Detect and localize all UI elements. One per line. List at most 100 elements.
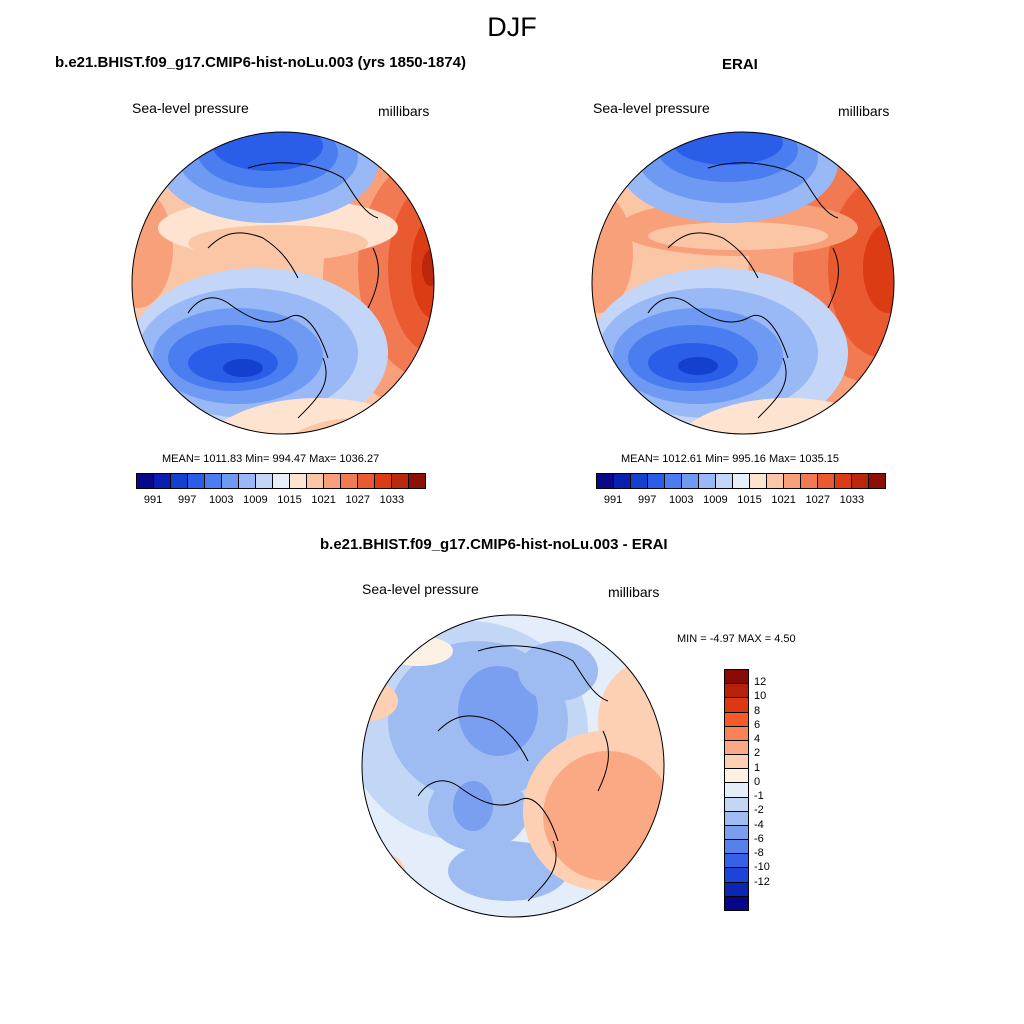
colorbar-swatch: [725, 825, 748, 841]
colorbar-tick-label: 2: [754, 747, 761, 760]
panel-2-colorbar: [596, 473, 886, 489]
colorbar-swatch: [137, 474, 154, 488]
colorbar-tick-label: 1009: [703, 494, 728, 506]
colorbar-swatch: [869, 474, 885, 488]
colorbar-swatch: [648, 474, 665, 488]
colorbar-swatch: [784, 474, 801, 488]
colorbar-swatch: [852, 474, 869, 488]
colorbar-swatch: [725, 882, 748, 897]
colorbar-swatch: [725, 783, 748, 798]
colorbar-swatch: [725, 755, 748, 770]
colorbar-tick-label: 991: [603, 494, 623, 506]
panel-1-variable-label: Sea-level pressure: [132, 100, 249, 116]
colorbar-tick-label: 6: [754, 718, 761, 731]
colorbar-tick-label: 10: [754, 690, 767, 703]
panel-2-polar-map: [591, 131, 895, 435]
figure-title: DJF: [487, 12, 537, 42]
colorbar-swatch: [409, 474, 425, 488]
colorbar-swatch: [682, 474, 699, 488]
panel-3-variable-label: Sea-level pressure: [362, 581, 479, 597]
panel-3-colorbar-labels: 12 10 8 6 4 2 1 0 -1 -2 -4 -6 -8 -10 -12: [754, 669, 794, 911]
colorbar-tick-label: -10: [754, 861, 770, 874]
colorbar-tick-label: -4: [754, 818, 764, 831]
colorbar-tick-label: 1003: [209, 494, 234, 506]
colorbar-swatch: [341, 474, 358, 488]
colorbar-swatch: [725, 670, 748, 685]
colorbar-swatch: [597, 474, 614, 488]
panel-1-title: b.e21.BHIST.f09_g17.CMIP6-hist-noLu.003 …: [55, 54, 466, 71]
panel-3-units-label: millibars: [608, 584, 660, 600]
panel-3-polar-map: [361, 614, 665, 918]
colorbar-tick-label: 0: [754, 775, 761, 788]
colorbar-swatch: [205, 474, 222, 488]
colorbar-swatch: [725, 684, 748, 699]
colorbar-tick-label: 1021: [771, 494, 796, 506]
colorbar-tick-label: 997: [637, 494, 657, 506]
panel-1-units-label: millibars: [378, 103, 430, 119]
colorbar-tick-label: 4: [754, 733, 761, 746]
colorbar-swatch: [392, 474, 409, 488]
panel-2-units-label: millibars: [838, 103, 890, 119]
colorbar-tick-label: 1021: [311, 494, 336, 506]
colorbar-tick-label: -12: [754, 875, 770, 888]
panel-2-variable-label: Sea-level pressure: [593, 100, 710, 116]
colorbar-swatch: [801, 474, 818, 488]
colorbar-swatch: [725, 840, 748, 855]
colorbar-swatch: [358, 474, 375, 488]
colorbar-tick-label: 8: [754, 704, 761, 717]
colorbar-tick-label: -1: [754, 790, 764, 803]
colorbar-swatch: [725, 868, 748, 883]
colorbar-tick-label: 1: [754, 761, 761, 774]
colorbar-tick-label: 1033: [379, 494, 405, 506]
panel-2-stats: MEAN= 1012.61 Min= 995.16 Max= 1035.15: [621, 453, 840, 465]
colorbar-tick-label: 1009: [243, 494, 268, 506]
colorbar-swatch: [324, 474, 341, 488]
panel-1-colorbar-labels: 991 997 1003 1009 1015 1021 1027 1033: [136, 494, 426, 508]
panel-1-polar-map: [131, 131, 435, 435]
colorbar-swatch: [222, 474, 239, 488]
colorbar-swatch: [171, 474, 188, 488]
colorbar-tick-label: 991: [143, 494, 163, 506]
colorbar-swatch: [665, 474, 682, 488]
colorbar-swatch: [725, 712, 748, 727]
colorbar-swatch: [835, 474, 852, 488]
colorbar-tick-label: -8: [754, 847, 764, 860]
colorbar-tick-label: 1033: [839, 494, 865, 506]
colorbar-tick-label: 1027: [805, 494, 830, 506]
colorbar-swatch: [375, 474, 392, 488]
panel-1-stats: MEAN= 1011.83 Min= 994.47 Max= 1036.27: [162, 453, 380, 465]
colorbar-swatch: [725, 769, 748, 784]
colorbar-swatch: [725, 896, 748, 910]
colorbar-tick-label: 1027: [345, 494, 370, 506]
panel-2-colorbar-labels: 991 997 1003 1009 1015 1021 1027 1033: [596, 494, 886, 508]
colorbar-swatch: [818, 474, 835, 488]
colorbar-tick-label: -2: [754, 804, 764, 817]
colorbar-swatch: [725, 740, 748, 756]
panel-2-title: ERAI: [722, 56, 758, 73]
colorbar-tick-label: 1015: [737, 494, 762, 506]
colorbar-swatch: [725, 698, 748, 713]
colorbar-swatch: [631, 474, 648, 488]
colorbar-swatch: [725, 726, 748, 741]
colorbar-swatch: [614, 474, 631, 488]
panel-3-colorbar: [724, 669, 749, 911]
colorbar-swatch: [716, 474, 733, 488]
colorbar-tick-label: 12: [754, 676, 767, 689]
colorbar-tick-label: 1015: [277, 494, 302, 506]
colorbar-tick-label: 1003: [669, 494, 694, 506]
colorbar-swatch: [188, 474, 205, 488]
panel-3-stats: MIN = -4.97 MAX = 4.50: [677, 633, 796, 645]
colorbar-swatch: [239, 474, 256, 488]
colorbar-swatch: [725, 811, 748, 826]
colorbar-swatch: [154, 474, 171, 488]
panel-1-colorbar: [136, 473, 426, 489]
colorbar-swatch: [750, 474, 767, 488]
colorbar-swatch: [725, 797, 748, 812]
colorbar-swatch: [699, 474, 716, 488]
colorbar-swatch: [767, 474, 784, 488]
colorbar-swatch: [725, 854, 748, 869]
colorbar-tick-label: -6: [754, 832, 764, 845]
colorbar-swatch: [273, 474, 290, 488]
colorbar-swatch: [290, 474, 307, 488]
colorbar-tick-label: 997: [177, 494, 197, 506]
